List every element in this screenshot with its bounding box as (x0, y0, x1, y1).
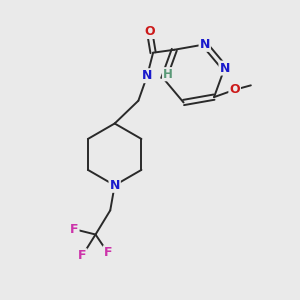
Text: N: N (200, 38, 210, 51)
Text: N: N (142, 69, 152, 82)
Text: O: O (144, 25, 155, 38)
Text: F: F (78, 249, 86, 262)
Text: H: H (163, 68, 172, 81)
Text: N: N (219, 61, 230, 75)
Text: F: F (70, 223, 79, 236)
Text: F: F (103, 246, 112, 259)
Text: N: N (110, 179, 120, 192)
Text: O: O (229, 83, 240, 96)
